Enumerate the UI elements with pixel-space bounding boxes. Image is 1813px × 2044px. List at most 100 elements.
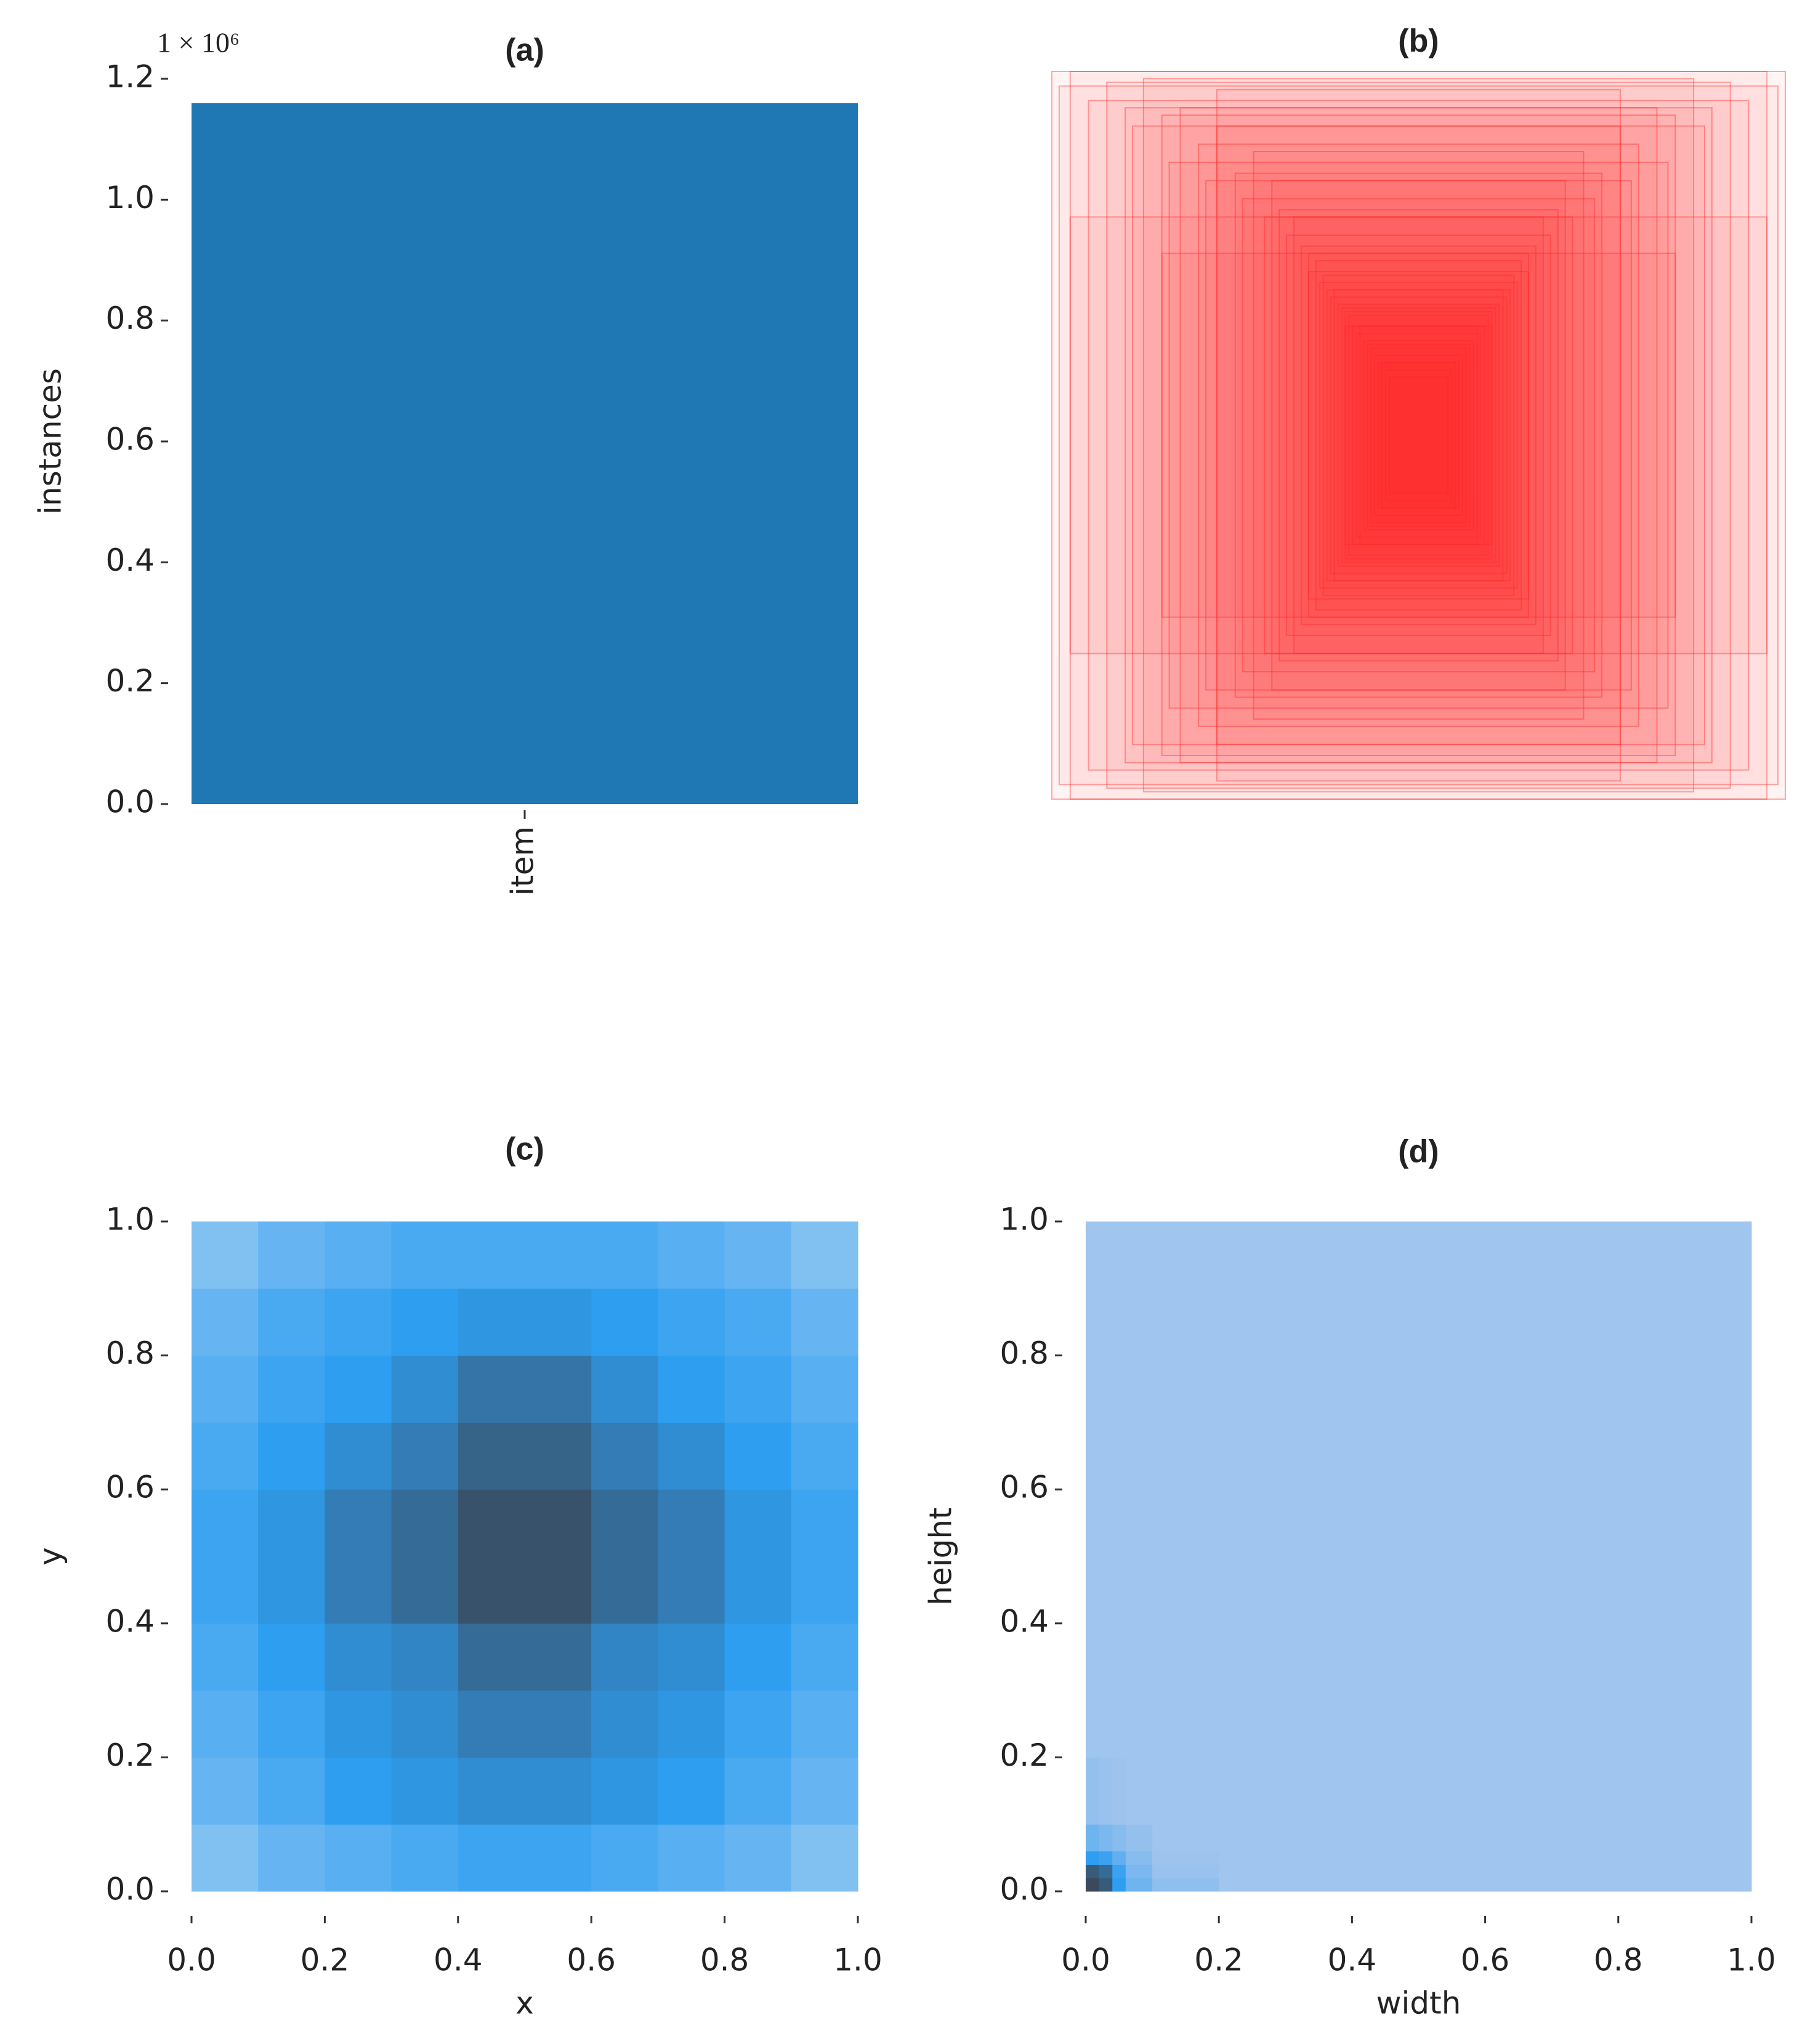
bin xyxy=(258,1623,325,1691)
x-axis-label: width xyxy=(1376,1986,1461,2021)
bin xyxy=(192,1221,259,1289)
bin xyxy=(258,1489,325,1557)
x-tick-label: item xyxy=(505,826,541,896)
box xyxy=(1363,340,1474,531)
bin xyxy=(1086,1221,1100,1356)
bin xyxy=(1485,1623,1619,1758)
bin xyxy=(1352,1864,1486,1878)
y-tick-label: 0.6 xyxy=(105,422,155,457)
bin xyxy=(325,1556,392,1624)
bin xyxy=(1099,1221,1113,1356)
bin xyxy=(1352,1221,1486,1356)
bin xyxy=(1112,1824,1126,1852)
bin xyxy=(1099,1878,1113,1892)
bin xyxy=(458,1422,525,1490)
box xyxy=(1359,325,1478,545)
box xyxy=(1216,89,1621,782)
bin xyxy=(791,1355,858,1423)
bin xyxy=(525,1556,592,1624)
bin xyxy=(1086,1355,1100,1490)
bin xyxy=(1485,1878,1619,1892)
bin xyxy=(1112,1851,1126,1865)
bin xyxy=(1152,1824,1219,1852)
box xyxy=(1367,344,1471,527)
bin xyxy=(391,1221,459,1289)
bin xyxy=(791,1690,858,1758)
box xyxy=(1286,234,1551,637)
bin xyxy=(258,1556,325,1624)
x-tick-label: 0.0 xyxy=(167,1942,216,1978)
bin xyxy=(458,1690,525,1758)
box xyxy=(1293,216,1544,654)
box xyxy=(1388,376,1449,494)
bin xyxy=(325,1288,392,1356)
x-tick-label: 0.4 xyxy=(434,1942,483,1978)
bin xyxy=(1086,1878,1100,1892)
x-tick-label: 0.8 xyxy=(1594,1942,1643,1978)
box xyxy=(1322,274,1515,597)
box xyxy=(1253,151,1585,720)
box xyxy=(1374,354,1463,517)
bin xyxy=(1099,1824,1113,1852)
y-tick-label: 1.2 xyxy=(105,59,155,95)
bin xyxy=(658,1489,725,1557)
bin xyxy=(724,1221,792,1289)
bin xyxy=(1618,1623,1752,1758)
chart-title: (b) xyxy=(1398,23,1439,59)
bin xyxy=(1219,1864,1352,1878)
bin xyxy=(1485,1221,1619,1356)
y-tick-label: 0.2 xyxy=(999,1737,1049,1773)
bin xyxy=(525,1221,592,1289)
bin xyxy=(658,1690,725,1758)
bin xyxy=(1125,1851,1153,1865)
bin xyxy=(1152,1851,1219,1865)
bin xyxy=(391,1489,459,1557)
bin xyxy=(1125,1355,1153,1490)
y-offset-label: 1 × 10⁶ xyxy=(157,27,240,58)
panel: (a) 0.0 0.2 0.4 0.6 0.8 1.0 1.2 instances 1 × 10⁶… xyxy=(33,27,858,896)
bin xyxy=(1152,1355,1219,1490)
bin xyxy=(791,1422,858,1490)
bin xyxy=(591,1556,658,1624)
bin xyxy=(258,1422,325,1490)
bin xyxy=(192,1422,259,1490)
bin xyxy=(391,1355,459,1423)
bin xyxy=(658,1422,725,1490)
y-tick-label: 0.4 xyxy=(105,542,155,578)
box xyxy=(1161,252,1676,618)
bin xyxy=(1618,1878,1752,1892)
bin xyxy=(258,1355,325,1423)
box xyxy=(1307,271,1530,600)
bin xyxy=(1352,1757,1486,1825)
bin xyxy=(1086,1864,1100,1878)
bin xyxy=(258,1288,325,1356)
bin xyxy=(591,1489,658,1557)
bin xyxy=(1152,1878,1219,1892)
bin xyxy=(525,1288,592,1356)
box xyxy=(1142,78,1695,793)
bin xyxy=(1618,1851,1752,1865)
bin xyxy=(1125,1221,1153,1356)
bin xyxy=(1152,1221,1219,1356)
bin xyxy=(325,1489,392,1557)
bin xyxy=(591,1221,658,1289)
bin xyxy=(192,1355,259,1423)
bin xyxy=(1219,1878,1352,1892)
box xyxy=(1344,325,1493,545)
bin xyxy=(258,1221,325,1289)
box xyxy=(1326,289,1511,582)
bin xyxy=(791,1489,858,1557)
bin xyxy=(1112,1623,1126,1758)
box xyxy=(1198,143,1639,727)
bin xyxy=(791,1556,858,1624)
y-tick-label: 0.4 xyxy=(999,1603,1049,1639)
box xyxy=(1132,125,1705,746)
bin xyxy=(1086,1757,1100,1825)
bar xyxy=(192,103,858,805)
y-tick-label: 0.0 xyxy=(105,784,155,820)
bin xyxy=(525,1757,592,1825)
bin xyxy=(525,1824,592,1892)
bin xyxy=(1112,1757,1126,1825)
bin xyxy=(1099,1623,1113,1758)
box xyxy=(1125,107,1713,763)
